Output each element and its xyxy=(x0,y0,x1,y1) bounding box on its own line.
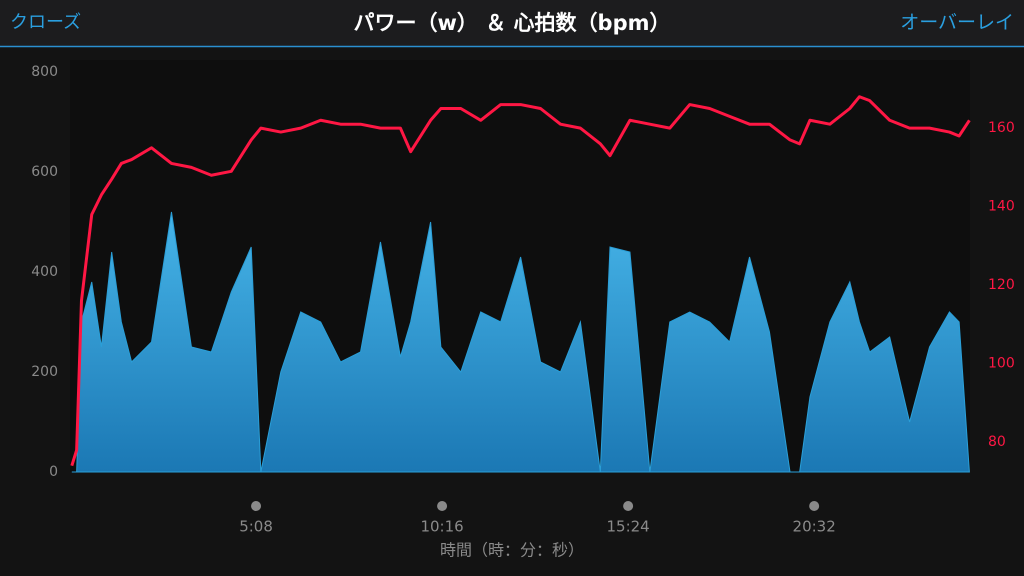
y-tick-label: 400 xyxy=(31,264,58,280)
y2-tick-label: 100 xyxy=(988,356,1015,372)
chart-title: パワー（w） ＆ 心拍数（bpm） xyxy=(354,11,671,35)
y2-tick-label: 160 xyxy=(988,120,1015,136)
x-tick-label: 20:32 xyxy=(793,518,836,536)
power-area xyxy=(71,211,970,473)
heart-rate-line xyxy=(70,95,971,467)
x-tick-dot xyxy=(623,501,634,511)
x-tick-label: 5:08 xyxy=(239,518,273,536)
x-tick-dot xyxy=(809,501,820,511)
header-bar xyxy=(0,0,1024,46)
overlay-button[interactable]: オーバーレイ xyxy=(900,12,1014,34)
x-tick-label: 15:24 xyxy=(607,518,650,536)
y-tick-label: 800 xyxy=(31,64,58,80)
x-tick-label: 10:16 xyxy=(420,518,463,536)
x-tick-dot xyxy=(251,501,262,511)
y-tick-label: 600 xyxy=(31,164,58,180)
x-tick-dot xyxy=(437,501,448,511)
y2-tick-label: 120 xyxy=(988,277,1015,293)
y2-tick-label: 140 xyxy=(988,199,1015,215)
x-axis-label: 時間（時：分：秒） xyxy=(440,541,584,560)
y2-tick-label: 80 xyxy=(988,434,1006,450)
close-button[interactable]: クローズ xyxy=(10,12,81,33)
y-tick-label: 0 xyxy=(49,464,58,480)
y-tick-label: 200 xyxy=(31,364,58,380)
